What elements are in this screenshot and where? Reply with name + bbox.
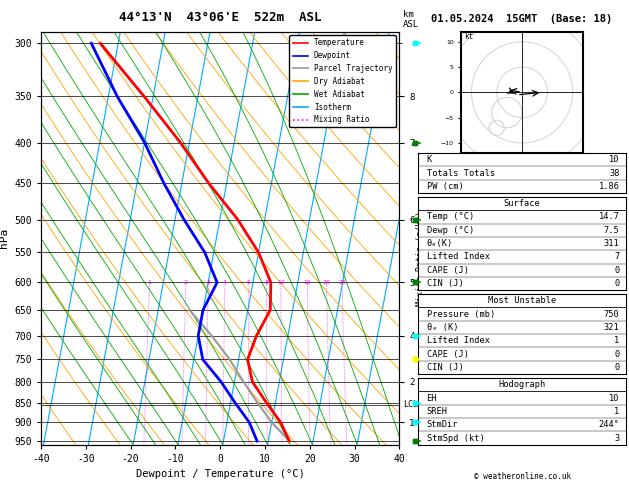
Text: Mixing Ratio (g/kg): Mixing Ratio (g/kg) <box>416 211 425 306</box>
Text: Lifted Index: Lifted Index <box>426 336 489 346</box>
Text: CIN (J): CIN (J) <box>426 363 464 372</box>
Text: StmSpd (kt): StmSpd (kt) <box>426 434 484 443</box>
Text: 10: 10 <box>609 394 620 402</box>
Text: 20: 20 <box>323 280 331 285</box>
Text: StmDir: StmDir <box>426 420 458 429</box>
Text: 2: 2 <box>184 280 188 285</box>
X-axis label: Dewpoint / Temperature (°C): Dewpoint / Temperature (°C) <box>136 469 304 479</box>
Legend: Temperature, Dewpoint, Parcel Trajectory, Dry Adiabat, Wet Adiabat, Isotherm, Mi: Temperature, Dewpoint, Parcel Trajectory… <box>289 35 396 127</box>
Text: Dewp (°C): Dewp (°C) <box>426 226 474 235</box>
Text: 38: 38 <box>609 169 620 177</box>
Text: CIN (J): CIN (J) <box>426 279 464 288</box>
Text: 0: 0 <box>615 279 620 288</box>
Text: Most Unstable: Most Unstable <box>488 296 556 305</box>
Text: 750: 750 <box>604 310 620 319</box>
Text: SREH: SREH <box>426 407 448 416</box>
Text: Surface: Surface <box>504 199 540 208</box>
Text: 311: 311 <box>604 239 620 248</box>
Text: 0: 0 <box>615 266 620 275</box>
Text: 3: 3 <box>615 434 620 443</box>
Text: CAPE (J): CAPE (J) <box>426 349 469 359</box>
Text: EH: EH <box>426 394 437 402</box>
Text: 01.05.2024  15GMT  (Base: 18): 01.05.2024 15GMT (Base: 18) <box>431 14 613 24</box>
Text: km
ASL: km ASL <box>403 10 419 29</box>
Text: 10: 10 <box>277 280 285 285</box>
Text: 10: 10 <box>609 155 620 164</box>
Text: 0: 0 <box>615 363 620 372</box>
Text: 3: 3 <box>206 280 210 285</box>
Text: θₑ(K): θₑ(K) <box>426 239 453 248</box>
Text: kt: kt <box>464 32 473 41</box>
Text: 244°: 244° <box>599 420 620 429</box>
Text: 4: 4 <box>223 280 227 285</box>
Text: 25: 25 <box>338 280 346 285</box>
Text: 7.5: 7.5 <box>604 226 620 235</box>
Text: CAPE (J): CAPE (J) <box>426 266 469 275</box>
Text: © weatheronline.co.uk: © weatheronline.co.uk <box>474 472 571 481</box>
Text: 6: 6 <box>247 280 251 285</box>
Text: 7: 7 <box>615 252 620 261</box>
Text: 321: 321 <box>604 323 620 332</box>
Text: K: K <box>426 155 432 164</box>
Text: 44°13'N  43°06'E  522m  ASL: 44°13'N 43°06'E 522m ASL <box>119 11 321 24</box>
Text: 1.86: 1.86 <box>599 182 620 191</box>
Text: 8: 8 <box>265 280 269 285</box>
Text: Totals Totals: Totals Totals <box>426 169 495 177</box>
Text: θₑ (K): θₑ (K) <box>426 323 458 332</box>
Text: 0: 0 <box>615 349 620 359</box>
Text: LCL: LCL <box>403 400 418 409</box>
Text: Temp (°C): Temp (°C) <box>426 212 474 222</box>
Text: Hodograph: Hodograph <box>498 380 546 389</box>
Text: 14.7: 14.7 <box>599 212 620 222</box>
Text: PW (cm): PW (cm) <box>426 182 464 191</box>
Text: Pressure (mb): Pressure (mb) <box>426 310 495 319</box>
Text: 1: 1 <box>148 280 152 285</box>
Y-axis label: hPa: hPa <box>0 228 9 248</box>
Text: 1: 1 <box>615 407 620 416</box>
Text: Lifted Index: Lifted Index <box>426 252 489 261</box>
Text: 1: 1 <box>615 336 620 346</box>
Text: 15: 15 <box>303 280 311 285</box>
